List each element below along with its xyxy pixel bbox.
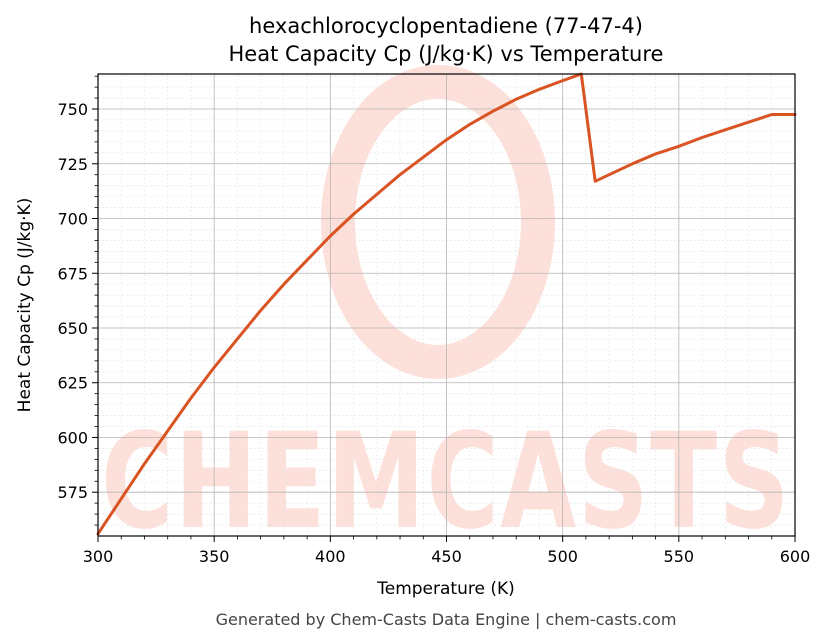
x-tick-label: 400 (315, 547, 346, 566)
y-tick-label: 675 (57, 264, 88, 283)
footer-credit: Generated by Chem-Casts Data Engine | ch… (216, 610, 677, 629)
watermark-logo-ring (321, 65, 555, 379)
y-tick-label: 750 (57, 100, 88, 119)
y-tick-label: 625 (57, 374, 88, 393)
y-axis-label: Heat Capacity Cp (J/kg·K) (15, 198, 35, 413)
y-tick-label: 700 (57, 210, 88, 229)
series-line-0 (96, 72, 797, 536)
y-tick-label: 650 (57, 319, 88, 338)
series-layer (96, 72, 797, 536)
chart-title: hexachlorocyclopentadiene (77-47-4) (249, 14, 643, 38)
x-tick-label: 300 (83, 547, 114, 566)
x-axis-label: Temperature (K) (376, 579, 515, 599)
y-tick-label: 725 (57, 155, 88, 174)
y-tick-label: 600 (57, 428, 88, 447)
axis-ticks: 300 350 400 450 500 550 600 575 600 625 650 675 700 7… (57, 75, 811, 566)
watermark: CHEMCASTS (101, 65, 791, 559)
x-tick-label: 500 (547, 547, 578, 566)
x-tick-label: 350 (199, 547, 230, 566)
x-tick-label: 450 (431, 547, 462, 566)
watermark-text: CHEMCASTS (101, 405, 791, 559)
x-tick-label: 600 (780, 547, 811, 566)
y-tick-label: 575 (57, 483, 88, 502)
chart-subtitle: Heat Capacity Cp (J/kg·K) vs Temperature (229, 42, 664, 66)
x-tick-label: 550 (664, 547, 695, 566)
